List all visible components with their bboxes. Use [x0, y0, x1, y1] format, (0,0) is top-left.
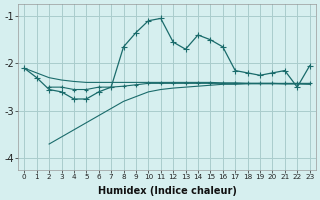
X-axis label: Humidex (Indice chaleur): Humidex (Indice chaleur) [98, 186, 236, 196]
